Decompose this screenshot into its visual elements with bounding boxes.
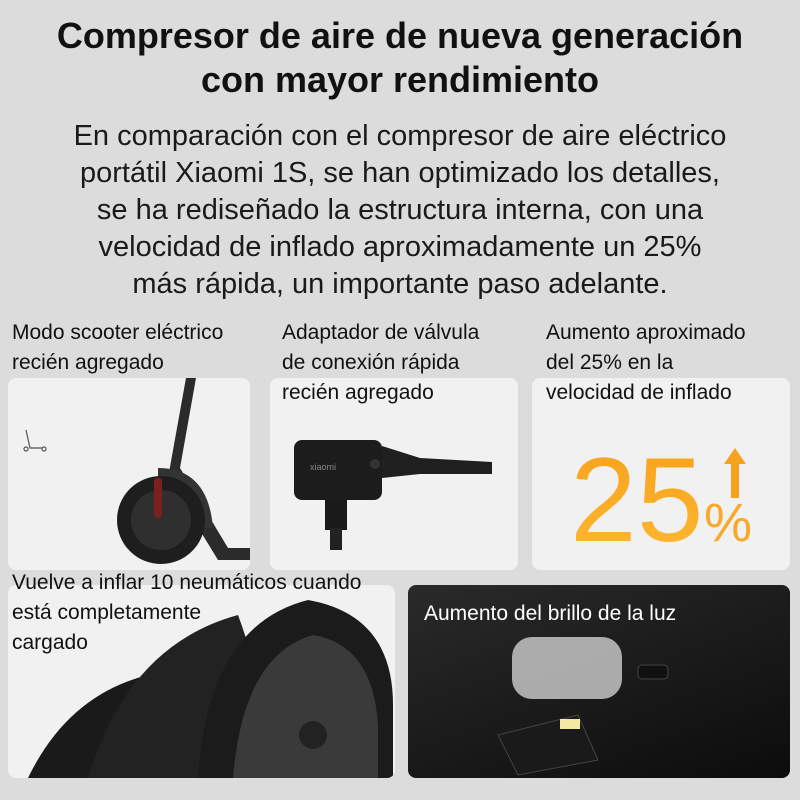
tires-label: Vuelve a inflar 10 neumáticos cuando est… — [12, 571, 362, 654]
speed-unit: % — [704, 493, 753, 553]
brand-logo: xiaomi — [310, 462, 336, 472]
light-label: Aumento del brillo de la luz — [424, 602, 677, 625]
speed-card: 25 % — [532, 378, 790, 570]
adapter-card: xiaomi — [270, 378, 518, 570]
led-light-image — [497, 637, 669, 776]
scooter-card — [8, 378, 250, 570]
tires-image — [28, 600, 393, 778]
scooter-image — [23, 378, 250, 564]
tires-card — [8, 585, 395, 778]
arrow-up-icon — [724, 448, 746, 498]
page-title: Compresor de aire de nueva generación co… — [56, 15, 744, 100]
description: En comparación con el compresor de aire … — [73, 120, 727, 300]
valve-adapter-image: xiaomi — [294, 440, 492, 550]
speed-value: 25 — [570, 433, 704, 567]
scooter-icon — [23, 429, 47, 452]
scooter-label: Modo scooter eléctrico recién agregado — [12, 321, 224, 374]
light-card: Aumento del brillo de la luz — [408, 585, 790, 778]
adapter-label: Adaptador de válvula de conexión rápida … — [282, 321, 480, 404]
speed-label: Aumento aproximado del 25% en la velocid… — [546, 321, 746, 404]
